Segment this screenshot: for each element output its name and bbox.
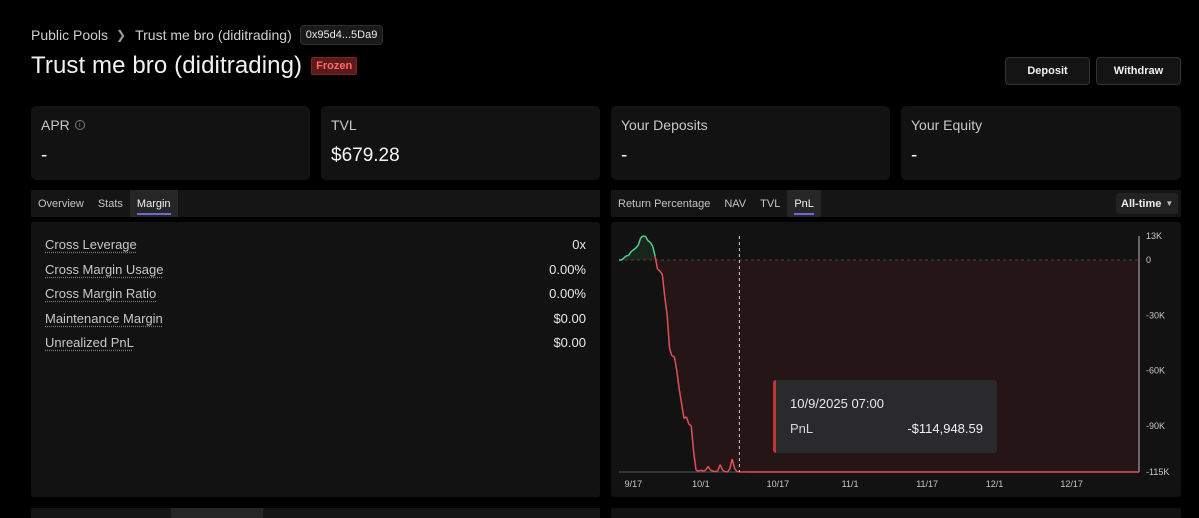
tab-stats[interactable]: Stats [97, 197, 123, 210]
cross-margin-usage-value: 0.00% [549, 261, 586, 277]
cross-leverage-label[interactable]: Cross Leverage [45, 236, 137, 252]
chevron-down-icon: ▼ [1165, 199, 1174, 208]
cross-leverage-value: 0x [572, 236, 586, 252]
chart-tooltip: 10/9/2025 07:00 PnL -$114,948.59 [773, 380, 997, 453]
bottom-tabbar [31, 508, 600, 518]
title-row: Trust me bro (diditrading) Frozen [31, 52, 358, 80]
status-badge: Frozen [311, 57, 358, 75]
tab-pnl[interactable]: PnL [787, 190, 821, 217]
breadcrumb-root-link[interactable]: Public Pools [31, 27, 109, 43]
chart-tabbar: Return Percentage NAV TVL PnL [611, 190, 1181, 217]
deposits-label: Your Deposits [621, 117, 708, 133]
apr-label: APR [41, 117, 70, 133]
y-tick-label: -60K [1146, 366, 1165, 376]
tooltip-value: -$114,948.59 [907, 421, 983, 436]
cross-margin-usage-label[interactable]: Cross Margin Usage [45, 261, 164, 277]
metric-row: Maintenance Margin $0.00 [45, 309, 586, 327]
x-tick-label: 12/1 [986, 479, 1004, 489]
equity-card: Your Equity - [901, 106, 1181, 180]
unrealized-pnl-label[interactable]: Unrealized PnL [45, 334, 134, 350]
y-tick-label: 0 [1146, 255, 1151, 265]
deposits-card: Your Deposits - [611, 106, 890, 180]
apr-value: - [41, 145, 48, 166]
x-tick-label: 10/17 [767, 479, 790, 489]
metric-row: Cross Margin Ratio 0.00% [45, 284, 586, 302]
pnl-positive-area [619, 236, 1139, 260]
unrealized-pnl-value: $0.00 [553, 334, 586, 350]
x-tick-label: 9/17 [625, 479, 643, 489]
cross-margin-ratio-label[interactable]: Cross Margin Ratio [45, 285, 157, 301]
pnl-series-positive-line [619, 235, 656, 261]
x-tick-label: 11/17 [916, 479, 938, 489]
metric-row: Cross Leverage 0x [45, 235, 586, 253]
metric-row: Cross Margin Usage 0.00% [45, 260, 586, 278]
breadcrumb-current: Trust me bro (diditrading) [135, 27, 292, 43]
x-tick-label: 11/1 [842, 479, 859, 489]
y-tick-label: -90K [1146, 421, 1165, 431]
tab-return-percentage[interactable]: Return Percentage [618, 197, 711, 210]
maintenance-margin-value: $0.00 [553, 310, 586, 326]
y-tick-label: -30K [1146, 310, 1165, 320]
bottom-active-tab[interactable] [171, 508, 263, 518]
tab-overview[interactable]: Overview [38, 197, 84, 210]
tooltip-label: PnL [790, 421, 814, 436]
breadcrumb: Public Pools ❯ Trust me bro (diditrading… [31, 24, 384, 46]
pnl-chart[interactable]: 13K 0 -30K -60K -90K -115K 9/17 10/1 10/17 11/1 11… [611, 222, 1181, 497]
maintenance-margin-label[interactable]: Maintenance Margin [45, 310, 163, 326]
tooltip-date: 10/9/2025 07:00 [790, 396, 884, 411]
address-chip[interactable]: 0x95d4...5Da9 [299, 25, 384, 45]
cross-margin-ratio-value: 0.00% [549, 285, 586, 301]
pnl-negative-area [619, 259, 1139, 472]
page-title: Trust me bro (diditrading) [31, 52, 303, 79]
x-tick-label: 12/17 [1060, 479, 1083, 489]
tvl-value: $679.28 [331, 145, 400, 166]
margin-panel: Cross Leverage 0x Cross Margin Usage 0.0… [31, 222, 600, 497]
deposits-value: - [621, 145, 628, 166]
info-icon[interactable]: i [74, 120, 85, 130]
tvl-card: TVL $679.28 [321, 106, 600, 180]
y-tick-label: 13K [1146, 231, 1162, 241]
tab-nav[interactable]: NAV [724, 197, 747, 210]
tab-margin[interactable]: Margin [129, 190, 178, 217]
apr-card: APR i - [31, 106, 310, 180]
range-select[interactable]: All-time ▼ [1116, 193, 1179, 214]
tab-tvl[interactable]: TVL [760, 197, 781, 210]
tvl-label: TVL [331, 117, 357, 133]
chevron-right-icon: ❯ [116, 28, 127, 42]
equity-value: - [911, 145, 918, 166]
pnl-series-negative-line [654, 256, 1139, 473]
range-select-value: All-time [1121, 197, 1162, 210]
y-tick-label: -115K [1146, 467, 1169, 477]
bottom-right-panel [611, 508, 1181, 518]
equity-label: Your Equity [911, 117, 983, 133]
withdraw-button[interactable]: Withdraw [1096, 57, 1181, 85]
x-tick-label: 10/1 [692, 479, 710, 489]
left-tabbar: Overview Stats Margin [31, 190, 600, 217]
metric-row: Unrealized PnL $0.00 [45, 333, 586, 351]
deposit-button[interactable]: Deposit [1005, 57, 1090, 85]
